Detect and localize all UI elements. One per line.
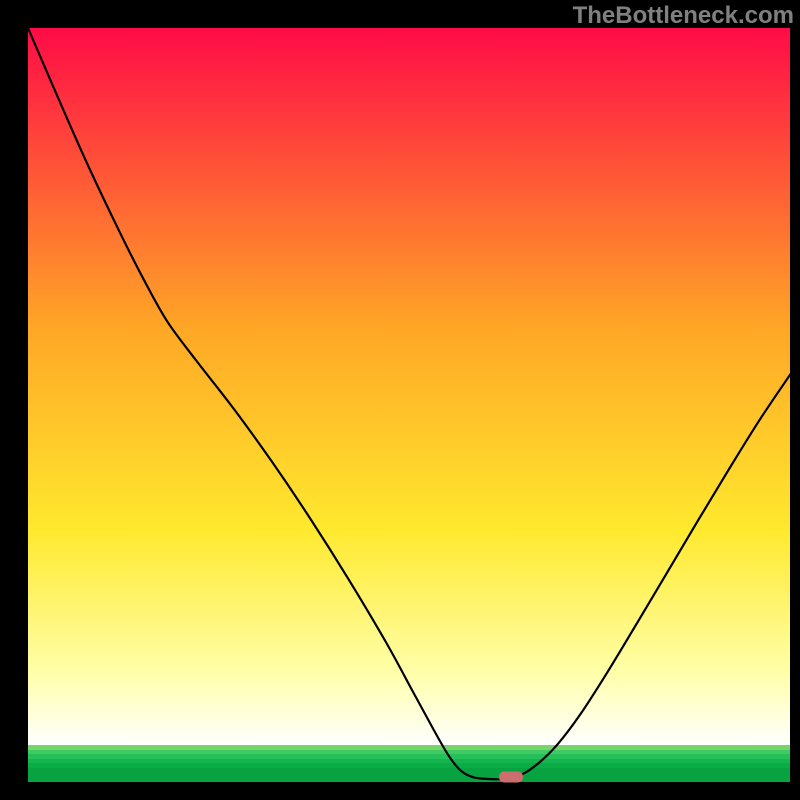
curve-path: [28, 28, 790, 779]
watermark-text: TheBottleneck.com: [573, 2, 794, 30]
plot-area: [28, 28, 790, 782]
bottleneck-curve: [28, 28, 790, 782]
chart-frame: TheBottleneck.com: [0, 0, 800, 800]
optimal-marker: [499, 771, 523, 782]
